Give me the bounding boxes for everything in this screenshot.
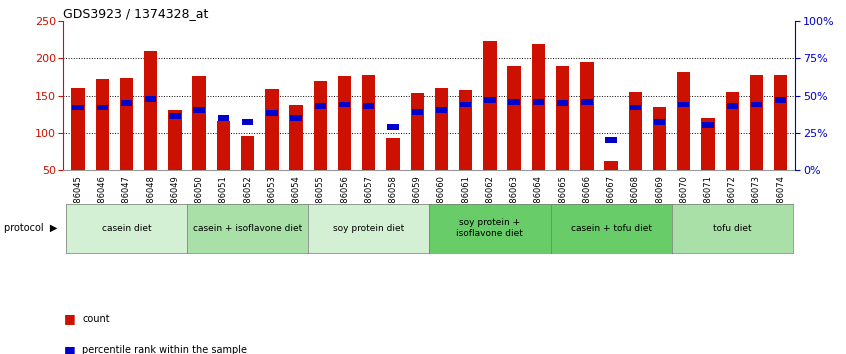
Text: tofu diet: tofu diet — [713, 224, 751, 233]
Bar — [120, 78, 133, 170]
Bar — [410, 93, 424, 170]
Text: count: count — [82, 314, 110, 324]
Bar — [581, 98, 592, 104]
Bar — [774, 75, 788, 170]
Bar — [96, 79, 109, 170]
Bar — [726, 92, 739, 170]
Bar — [242, 119, 253, 125]
Text: ■: ■ — [63, 344, 75, 354]
Bar — [533, 98, 544, 104]
Bar — [435, 88, 448, 170]
Bar — [193, 76, 206, 170]
Bar — [289, 104, 303, 170]
Bar — [241, 136, 255, 170]
Bar — [604, 161, 618, 170]
Bar — [702, 122, 714, 128]
Text: casein + tofu diet: casein + tofu diet — [570, 224, 651, 233]
Bar — [775, 97, 787, 103]
Bar — [363, 103, 375, 109]
Bar — [508, 98, 519, 104]
Bar — [217, 115, 229, 121]
Bar — [678, 102, 689, 108]
Text: GDS3923 / 1374328_at: GDS3923 / 1374328_at — [63, 7, 209, 20]
Bar — [557, 100, 569, 106]
Bar — [459, 90, 472, 170]
Text: casein + isoflavone diet: casein + isoflavone diet — [193, 224, 302, 233]
Bar — [484, 97, 496, 103]
Text: protocol  ▶: protocol ▶ — [4, 223, 58, 233]
Bar — [338, 75, 351, 170]
Bar — [411, 109, 423, 115]
Bar — [508, 66, 521, 170]
Bar — [96, 104, 108, 110]
Bar — [169, 113, 180, 119]
Bar — [145, 96, 157, 102]
Bar — [556, 66, 569, 170]
Bar — [339, 102, 350, 108]
Bar — [629, 104, 641, 110]
Bar — [265, 89, 278, 170]
Bar — [168, 110, 182, 170]
Bar — [362, 75, 376, 170]
Bar — [483, 41, 497, 170]
Bar — [750, 102, 762, 108]
Bar — [654, 119, 665, 125]
Bar — [71, 88, 85, 170]
Text: percentile rank within the sample: percentile rank within the sample — [82, 346, 247, 354]
Bar — [606, 137, 617, 143]
Bar — [580, 62, 594, 170]
Bar — [72, 104, 84, 110]
Bar — [750, 75, 763, 170]
Bar — [315, 103, 326, 109]
Bar — [677, 72, 690, 170]
Text: casein diet: casein diet — [102, 224, 151, 233]
Bar — [194, 108, 205, 113]
Bar — [701, 118, 715, 170]
Bar — [387, 138, 399, 170]
Bar — [653, 107, 666, 170]
Text: soy protein diet: soy protein diet — [333, 224, 404, 233]
Bar — [727, 103, 738, 109]
Text: ■: ■ — [63, 312, 75, 325]
Bar — [387, 124, 398, 130]
Bar — [144, 51, 157, 170]
Bar — [217, 121, 230, 170]
Bar — [629, 92, 642, 170]
Bar — [314, 81, 327, 170]
Bar — [266, 110, 277, 116]
Bar — [460, 102, 471, 108]
Bar — [290, 115, 302, 121]
Bar — [532, 44, 545, 170]
Bar — [436, 108, 448, 113]
Bar — [121, 100, 132, 106]
Text: soy protein +
isoflavone diet: soy protein + isoflavone diet — [457, 218, 524, 238]
